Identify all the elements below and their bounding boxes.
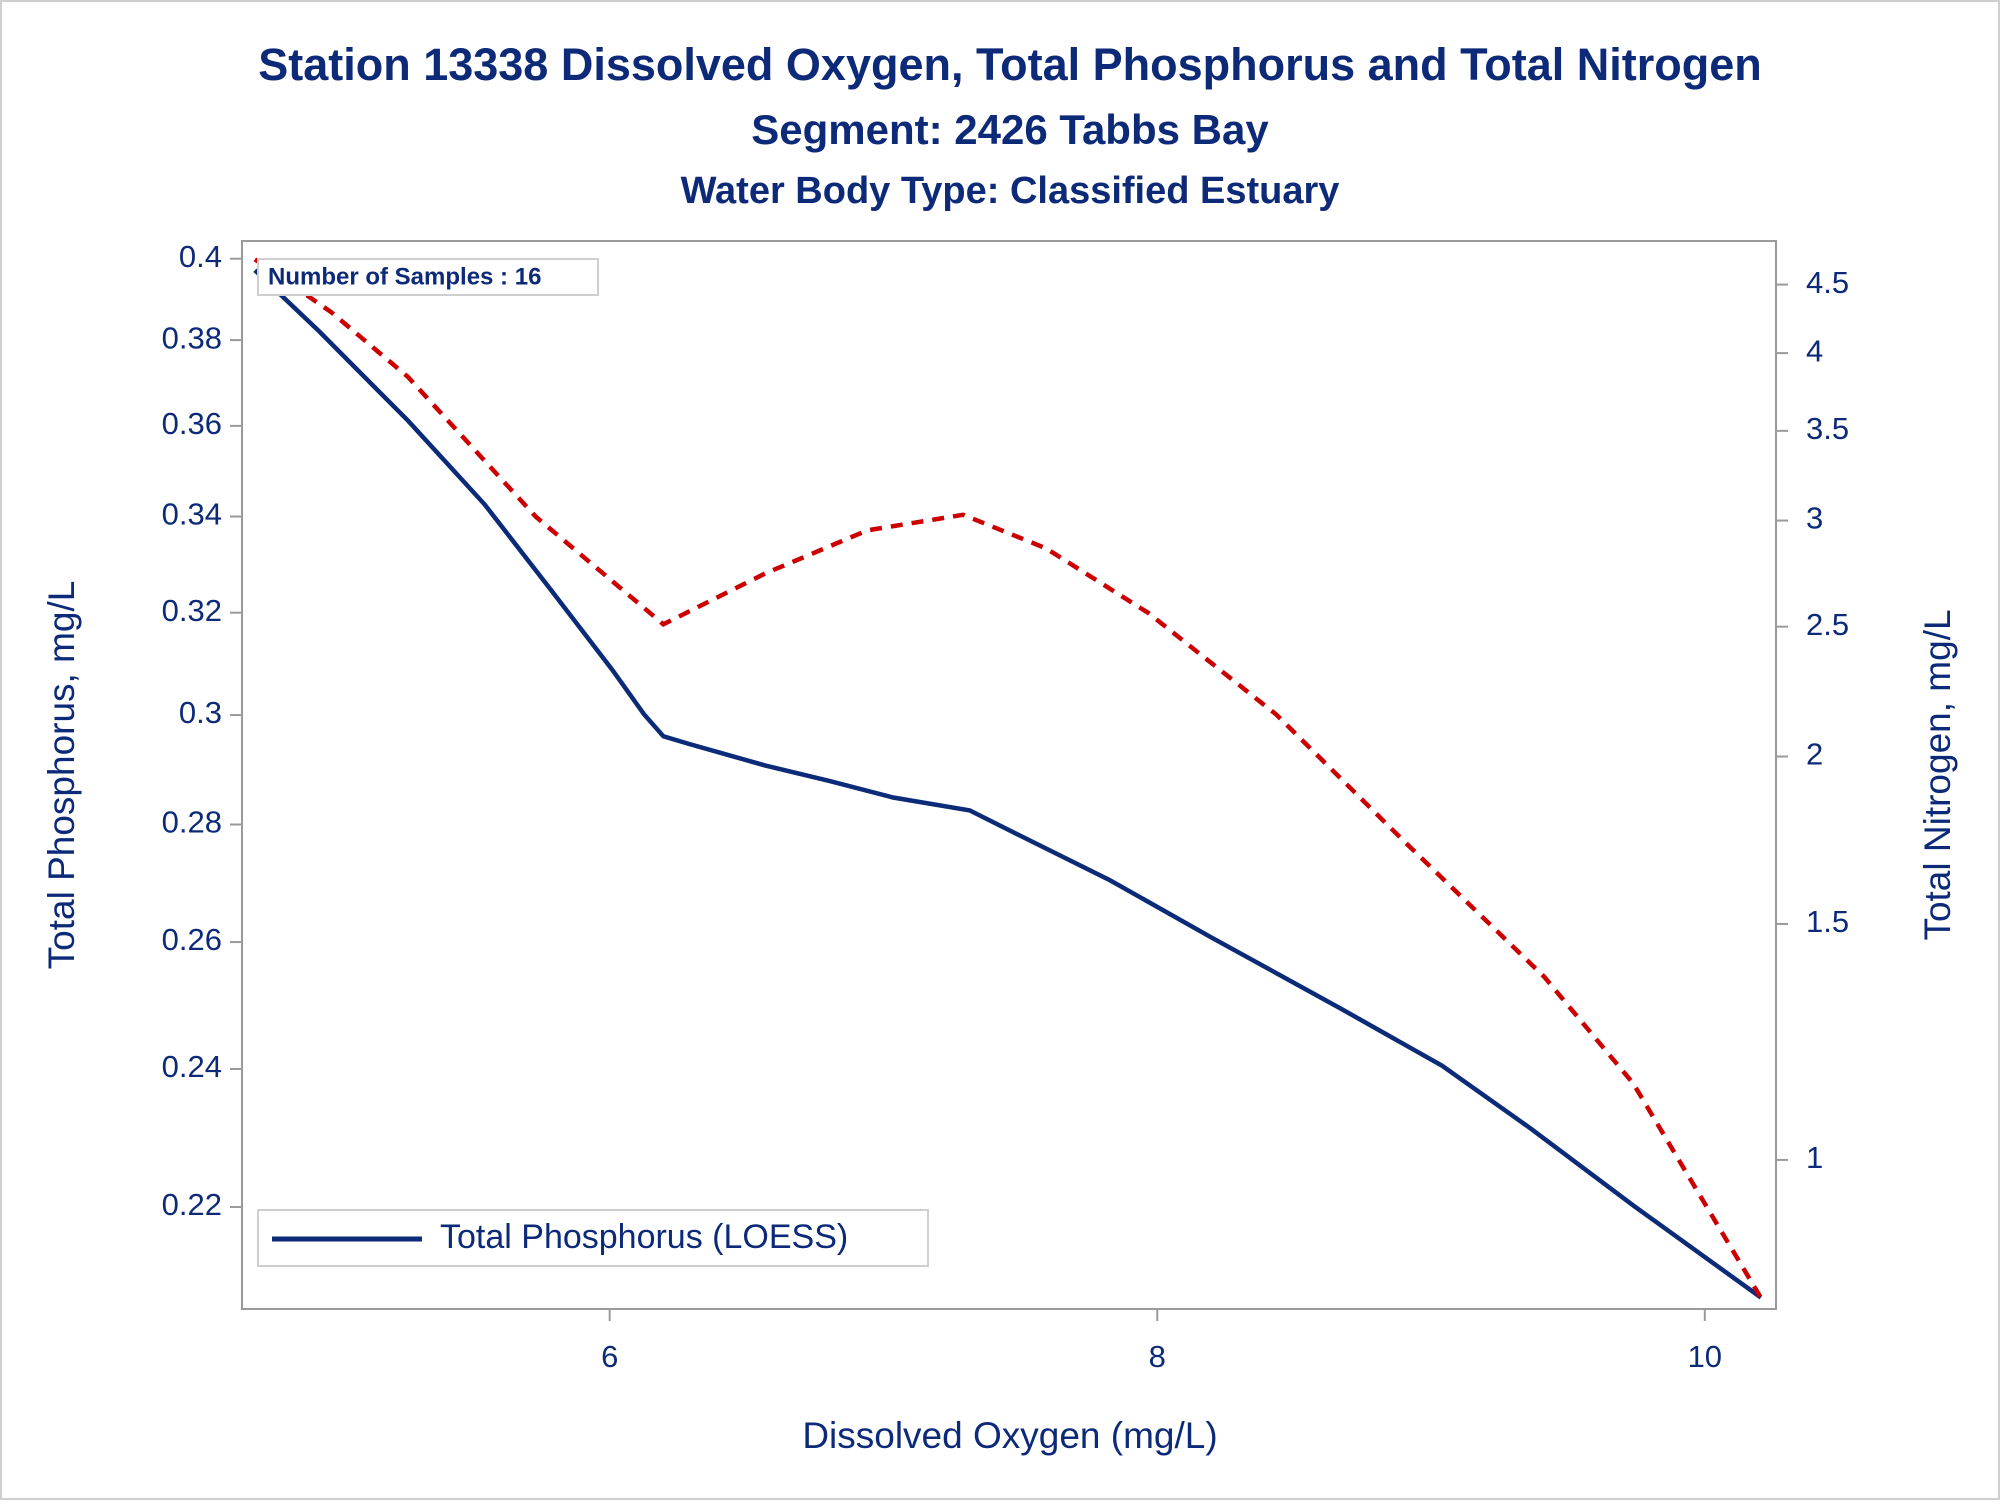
x-tick-label: 8: [1149, 1339, 1166, 1374]
y-tick-label: 0.34: [162, 497, 222, 532]
legend-label: Total Phosphorus (LOESS): [440, 1218, 848, 1256]
y-tick-label: 0.26: [162, 922, 222, 957]
chart-subtitle: Segment: 2426 Tabbs Bay: [751, 106, 1269, 153]
chart-title: Station 13338 Dissolved Oxygen, Total Ph…: [258, 39, 1762, 90]
y2-tick-label: 3.5: [1806, 411, 1849, 446]
y2-tick-label: 2.5: [1806, 607, 1849, 642]
y2-tick-label: 1: [1806, 1140, 1823, 1175]
x-tick-label: 10: [1688, 1339, 1722, 1374]
y-tick-label: 0.22: [162, 1187, 222, 1222]
y2-axis-label: Total Nitrogen, mg/L: [1917, 609, 1958, 940]
line: [253, 257, 1763, 1299]
chart-subtitle: Water Body Type: Classified Estuary: [681, 170, 1340, 212]
y-tick-label: 0.28: [162, 805, 222, 840]
y2-tick-label: 4.5: [1806, 265, 1849, 300]
y-tick-label: 0.38: [162, 320, 222, 355]
y2-tick-label: 3: [1806, 501, 1823, 536]
x-axis-label: Dissolved Oxygen (mg/L): [802, 1415, 1217, 1456]
plot-area: [241, 240, 1777, 1310]
y2-tick-label: 1.5: [1806, 904, 1849, 939]
y-axis-label: Total Phosphorus, mg/L: [41, 581, 82, 970]
y2-tick-label: 2: [1806, 737, 1823, 772]
y-tick-label: 0.4: [179, 239, 222, 274]
y-tick-label: 0.3: [179, 695, 222, 730]
y-tick-label: 0.24: [162, 1049, 222, 1084]
x-tick-label: 6: [601, 1339, 618, 1374]
y2-tick-label: 4: [1806, 333, 1823, 368]
annotation: Number of Samples : 16: [268, 263, 541, 290]
annotation-box: [257, 258, 599, 296]
line: [253, 268, 1763, 1300]
y-tick-label: 0.32: [162, 593, 222, 628]
y-tick-label: 0.36: [162, 406, 222, 441]
